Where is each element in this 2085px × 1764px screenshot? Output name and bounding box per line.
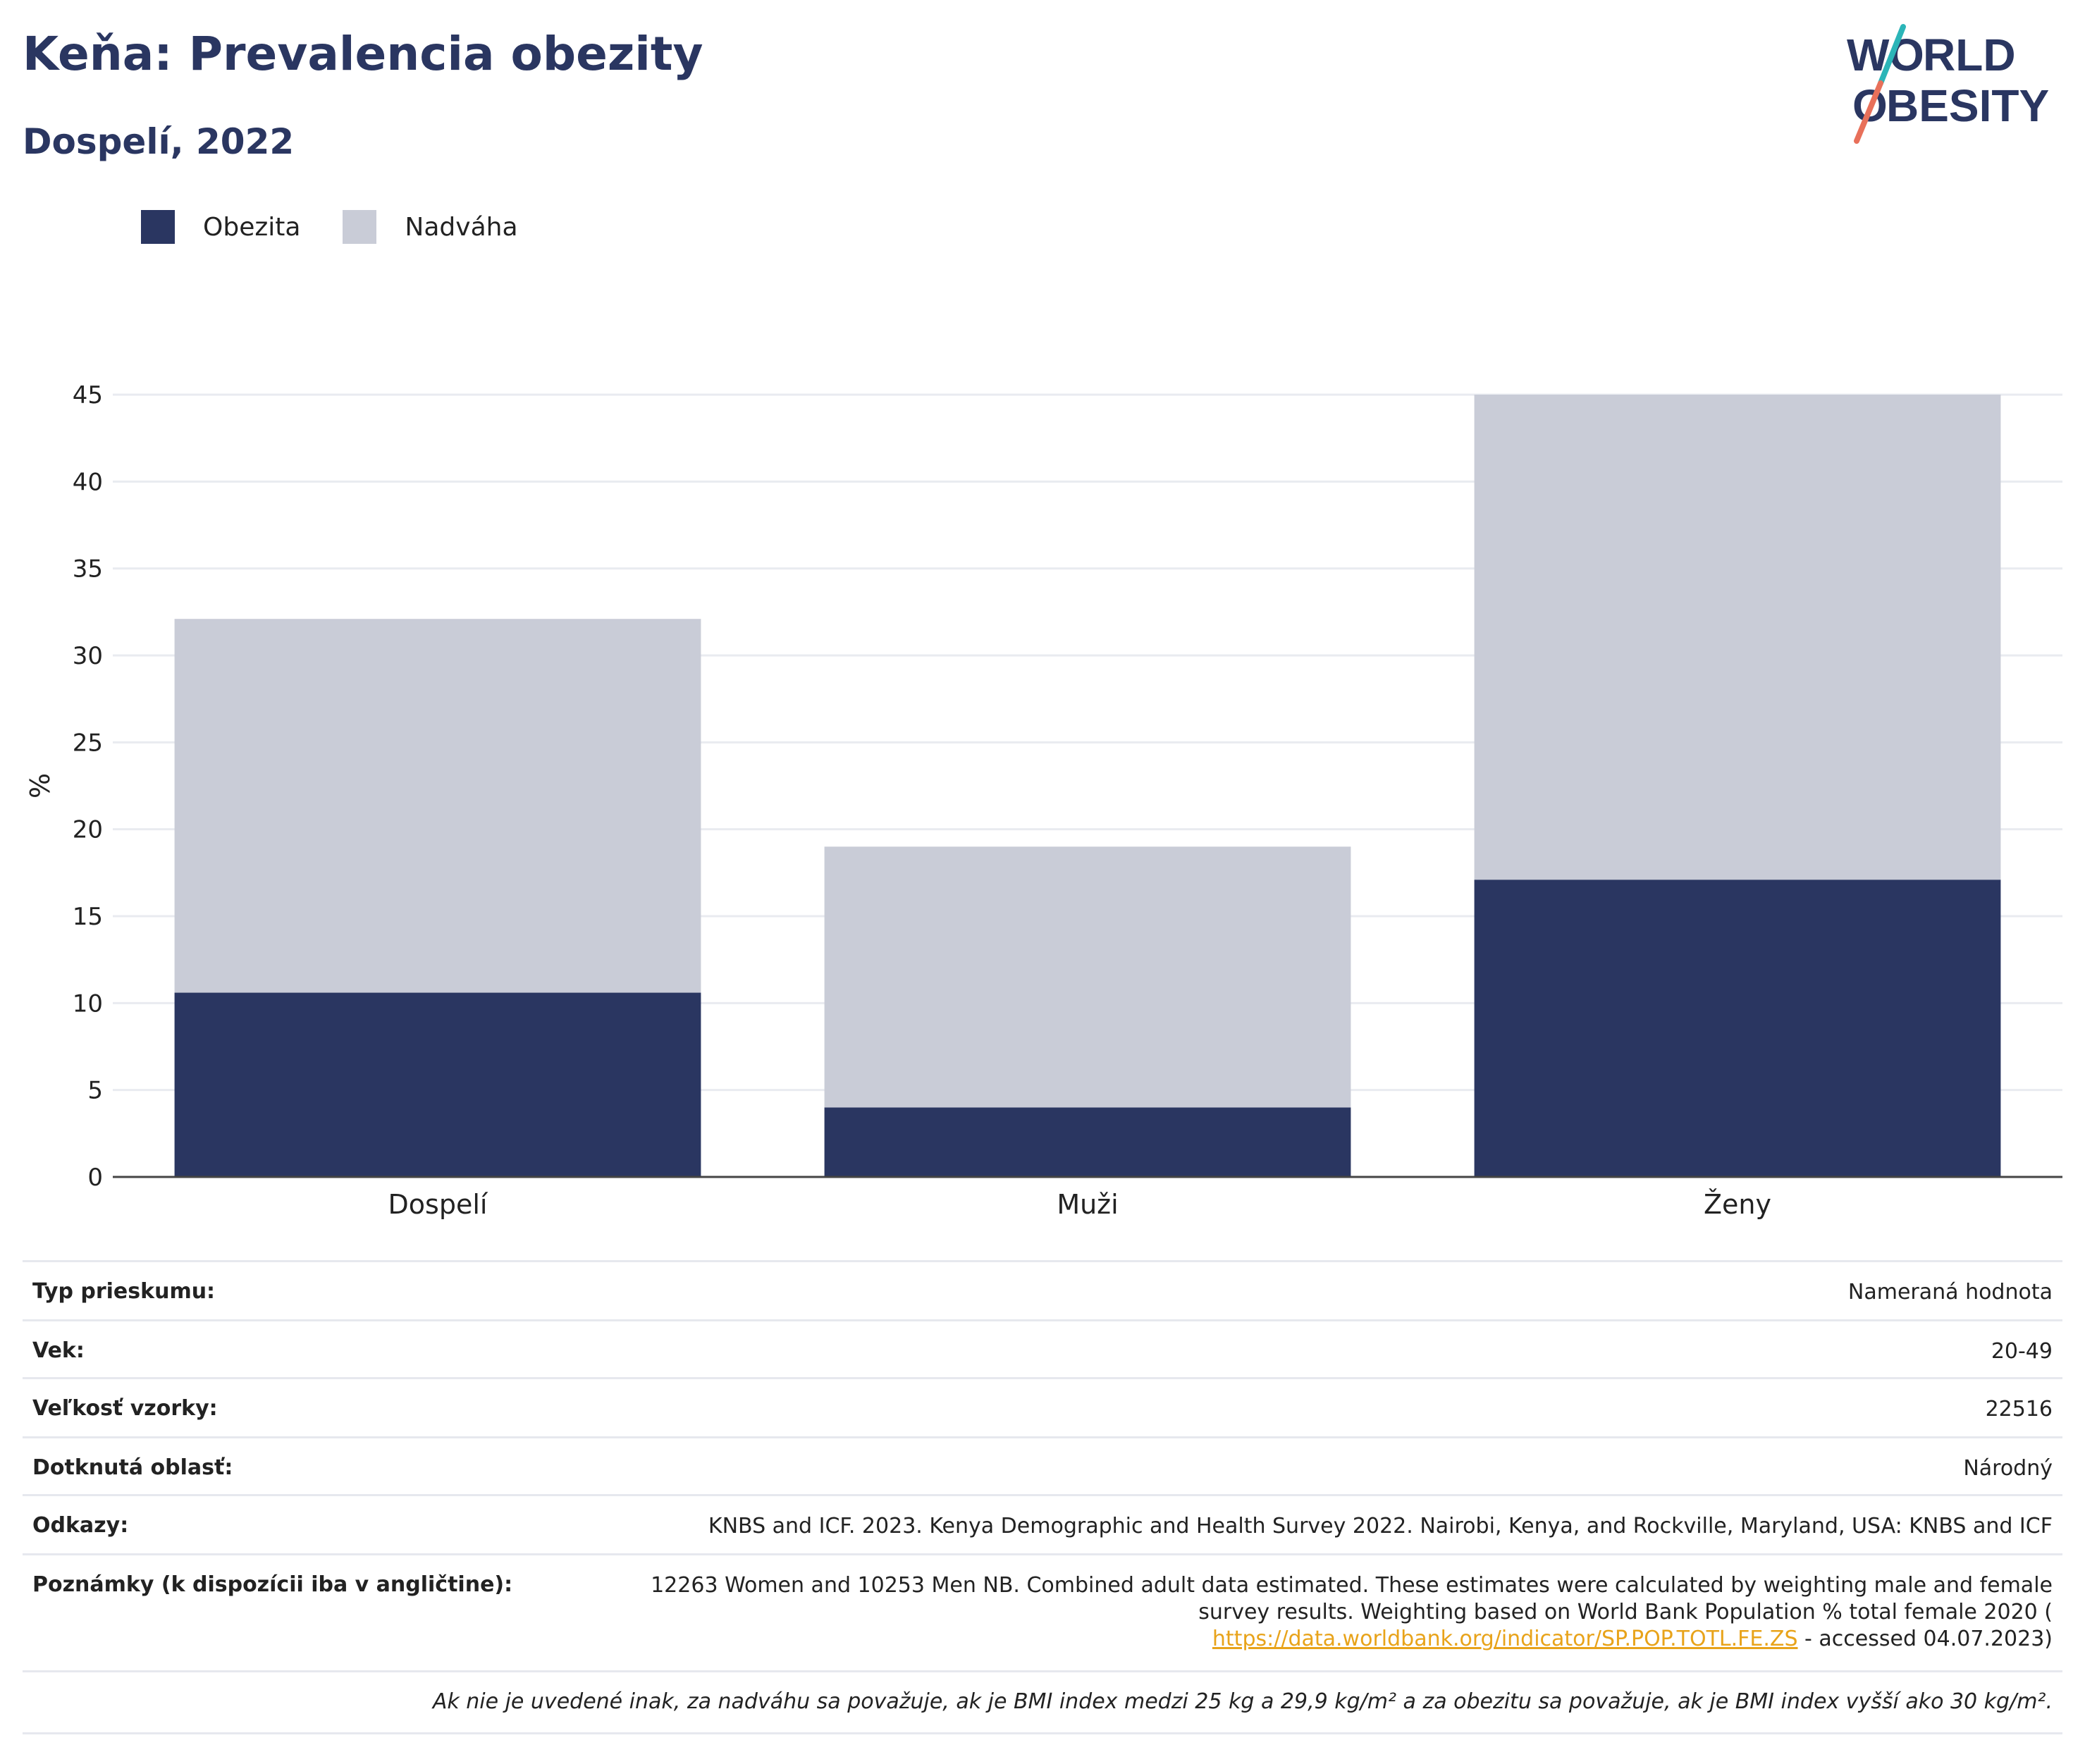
svg-text:RLD: RLD bbox=[1923, 30, 2016, 80]
bar-chart: 0 5 10 15 20 25 30 35 40 45% Dospelí Muži Ženy bbox=[25, 381, 2062, 1220]
bar-obesity-0 bbox=[174, 992, 701, 1177]
x-tick-label-0: Dospelí bbox=[388, 1189, 488, 1220]
notes-line-1: 12263 Women and 10253 Men NB. Combined a… bbox=[651, 1573, 2053, 1598]
legend-item-obesity[interactable]: Obezita bbox=[141, 210, 300, 244]
info-row-survey-type: Typ prieskumu: Nameraná hodnota bbox=[23, 1260, 2062, 1319]
page-subtitle: Dospelí, 2022 bbox=[23, 121, 295, 162]
notes-line-2: survey results. Weighting based on World… bbox=[1198, 1600, 2053, 1624]
bar-overweight-1 bbox=[824, 846, 1351, 1108]
notes-line-3-suffix: - accessed 04.07.2023) bbox=[1797, 1627, 2053, 1651]
world-obesity-logo: W O RLD O BESITY bbox=[1847, 24, 2049, 144]
sample-size-label: Veľkosť vzorky: bbox=[32, 1396, 218, 1421]
bar-overweight-0 bbox=[174, 619, 701, 993]
info-row-notes: Poznámky (k dispozícii iba v angličtine)… bbox=[23, 1553, 2062, 1670]
y-tick-label-15: 15 bbox=[73, 903, 103, 931]
y-tick-label-35: 35 bbox=[73, 555, 103, 584]
legend-swatch-overweight bbox=[343, 210, 377, 244]
page-title: Keňa: Prevalencia obezity bbox=[23, 27, 703, 81]
sample-size-value: 22516 bbox=[1985, 1397, 2053, 1421]
x-tick-label-2: Ženy bbox=[1704, 1189, 1771, 1220]
notes-value: 12263 Women and 10253 Men NB. Combined a… bbox=[651, 1572, 2053, 1670]
y-tick-label-45: 45 bbox=[73, 381, 103, 409]
references-value: KNBS and ICF. 2023. Kenya Demographic an… bbox=[708, 1514, 2053, 1538]
info-table: Typ prieskumu: Nameraná hodnota Vek: 20-… bbox=[23, 1260, 2062, 1670]
svg-text:BESITY: BESITY bbox=[1886, 80, 2049, 131]
y-tick-label-25: 25 bbox=[73, 729, 103, 757]
survey-type-value: Nameraná hodnota bbox=[1847, 1280, 2053, 1305]
y-tick-label-5: 5 bbox=[87, 1077, 103, 1105]
bmi-footnote: Ak nie je uvedené inak, za nadváhu sa po… bbox=[23, 1670, 2062, 1734]
info-row-age: Vek: 20-49 bbox=[23, 1319, 2062, 1377]
info-row-area: Dotknutá oblasť: Národný bbox=[23, 1436, 2062, 1494]
y-axis-title: % bbox=[25, 773, 56, 798]
bar-obesity-2 bbox=[1474, 880, 2001, 1177]
age-label: Vek: bbox=[32, 1338, 85, 1363]
legend-label-obesity: Obezita bbox=[203, 212, 301, 242]
y-tick-label-20: 20 bbox=[73, 816, 103, 844]
y-tick-label-40: 40 bbox=[73, 468, 103, 496]
notes-label: Poznámky (k dispozícii iba v angličtine)… bbox=[32, 1572, 513, 1597]
chart-legend: Obezita Nadváha bbox=[141, 210, 560, 244]
legend-swatch-obesity bbox=[141, 210, 175, 244]
worldbank-link[interactable]: https://data.worldbank.org/indicator/SP.… bbox=[1212, 1627, 1798, 1651]
x-tick-label-1: Muži bbox=[1057, 1189, 1118, 1220]
y-tick-label-0: 0 bbox=[87, 1164, 103, 1192]
area-label: Dotknutá oblasť: bbox=[32, 1455, 233, 1480]
survey-type-label: Typ prieskumu: bbox=[32, 1279, 216, 1304]
legend-label-overweight: Nadváha bbox=[405, 212, 518, 242]
age-value: 20-49 bbox=[1991, 1339, 2053, 1364]
bar-overweight-2 bbox=[1474, 395, 2001, 880]
info-row-references: Odkazy: KNBS and ICF. 2023. Kenya Demogr… bbox=[23, 1494, 2062, 1553]
references-label: Odkazy: bbox=[32, 1513, 129, 1538]
info-row-sample-size: Veľkosť vzorky: 22516 bbox=[23, 1377, 2062, 1436]
bar-obesity-1 bbox=[824, 1107, 1351, 1177]
area-value: Národný bbox=[1963, 1456, 2053, 1481]
y-tick-label-30: 30 bbox=[73, 642, 103, 670]
y-tick-label-10: 10 bbox=[73, 989, 103, 1018]
legend-item-overweight[interactable]: Nadváha bbox=[343, 210, 518, 244]
